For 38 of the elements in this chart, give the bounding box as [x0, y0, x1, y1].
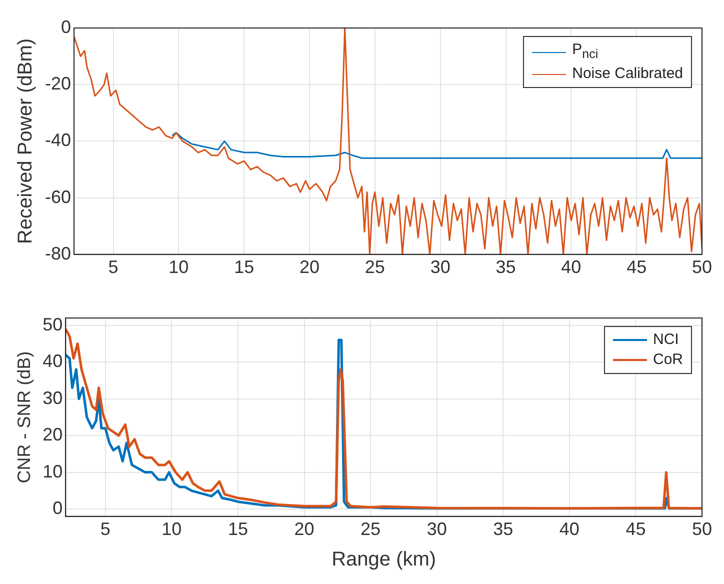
- y-tick-label: -60: [45, 186, 72, 207]
- x-tick-label: 30: [426, 519, 447, 540]
- y-tick-label: 10: [42, 461, 63, 482]
- legend-label: P$_{nci}$: [572, 40, 598, 63]
- x-tick-label: 50: [692, 257, 712, 278]
- x-tick-label: 25: [364, 257, 385, 278]
- y-axis-title: Received Power (dBm): [14, 38, 37, 244]
- y-tick-label: 0: [61, 16, 72, 37]
- x-tick-label: 25: [360, 519, 381, 540]
- x-tick-label: 45: [626, 257, 647, 278]
- y-axis-title: CNR - SNR (dB): [14, 351, 34, 484]
- x-tick-label: 15: [228, 519, 248, 540]
- x-tick-label: 30: [430, 257, 450, 278]
- legend-label: NCI: [652, 330, 679, 350]
- y-tick-label: -20: [45, 74, 72, 94]
- y-tick-label: -40: [45, 130, 72, 150]
- x-tick-label: 20: [294, 519, 314, 540]
- y-tick-label: 50: [42, 314, 63, 334]
- x-tick-label: 35: [496, 257, 516, 278]
- legend-label: Noise Calibrated: [572, 64, 683, 84]
- x-tick-label: 40: [559, 519, 580, 540]
- x-tick-label: 40: [561, 257, 582, 278]
- legend-label: CoR: [652, 350, 683, 370]
- x-tick-label: 15: [234, 257, 254, 278]
- x-axis-title: Range (km): [332, 548, 436, 571]
- y-tick-label: 40: [42, 351, 63, 372]
- x-tick-label: 10: [168, 257, 189, 278]
- y-tick-label: -80: [45, 243, 72, 264]
- y-tick-label: 20: [42, 424, 63, 445]
- y-tick-label: 30: [42, 388, 63, 408]
- x-tick-label: 5: [108, 257, 118, 278]
- x-tick-label: 20: [299, 257, 320, 278]
- x-tick-label: 10: [162, 519, 182, 540]
- x-tick-label: 50: [692, 519, 712, 540]
- x-tick-label: 35: [493, 519, 514, 540]
- y-tick-label: 0: [52, 498, 63, 518]
- x-tick-label: 45: [626, 519, 646, 540]
- x-tick-label: 5: [100, 519, 110, 540]
